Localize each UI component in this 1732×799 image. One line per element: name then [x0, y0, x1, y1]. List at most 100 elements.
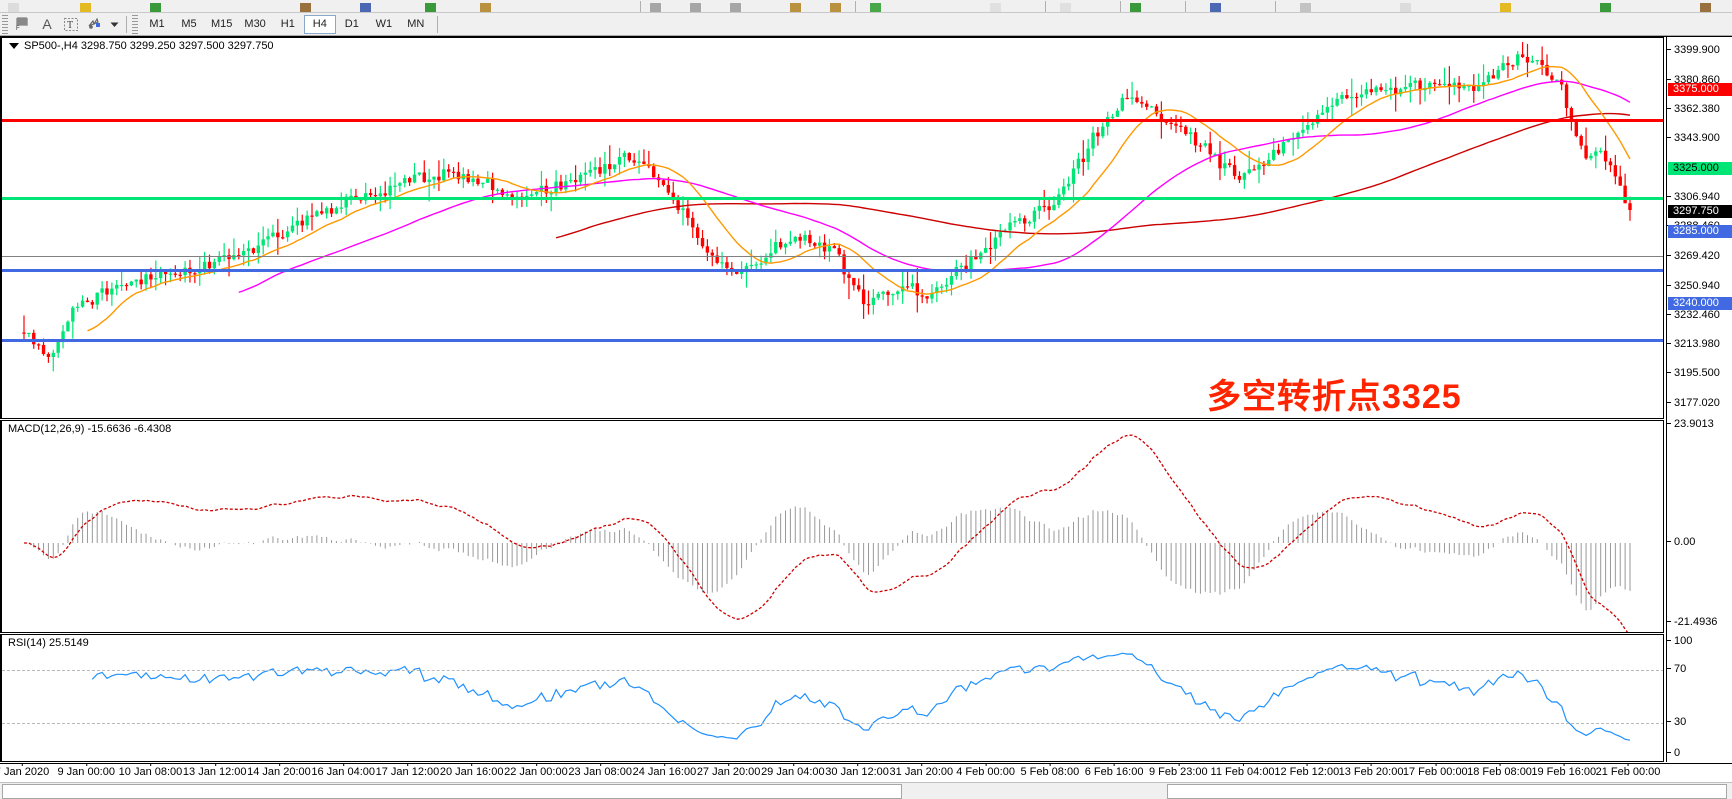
time-axis-tick: 6 Feb 16:00: [1084, 764, 1144, 778]
time-axis-tick: 29 Jan 04:00: [761, 764, 825, 778]
rsi-level-30: [2, 723, 1663, 724]
rsi-line: [91, 652, 1631, 741]
ma-mid-line: [238, 80, 1631, 294]
time-axis-tick: 9 Jan 00:00: [57, 764, 115, 778]
open-icon[interactable]: [1700, 3, 1711, 12]
chevron-down-icon[interactable]: [107, 14, 121, 35]
ma-slow-line: [555, 112, 1631, 239]
timeframe-button-m30[interactable]: M30: [238, 15, 271, 34]
timeframe-button-m1[interactable]: M1: [141, 15, 173, 34]
timeframe-group: M1 M5 M15 M30 H1 H4 D1 W1 MN: [141, 14, 432, 34]
macd-axis-tick: 23.9013: [1667, 418, 1732, 430]
price-axis-level-badge[interactable]: 3240.000: [1668, 296, 1732, 310]
timeframe-button-w1[interactable]: W1: [368, 15, 400, 34]
time-axis-tick: 24 Jan 16:00: [632, 764, 697, 778]
level-line-3375[interactable]: [2, 119, 1663, 122]
timeframe-button-d1[interactable]: D1: [336, 15, 368, 34]
time-axis-tick: 11 Feb 04:00: [1210, 764, 1275, 778]
toolbar-divider: [855, 1, 856, 12]
chart-menu-caret-icon[interactable]: [9, 43, 19, 49]
price-axis[interactable]: 3399.900 3380.860 3375.000 3362.380 3343.900…: [1666, 37, 1732, 762]
timeframe-grip[interactable]: [132, 14, 138, 34]
time-axis[interactable]: 7 Jan 2020 9 Jan 00:00 10 Jan 08:00 13 Jan …: [0, 763, 1732, 780]
toolbar-divider: [1120, 1, 1121, 12]
crosshair-icon[interactable]: F: [11, 14, 35, 35]
price-axis-level-badge[interactable]: 3285.000: [1668, 225, 1732, 239]
time-axis-tick: 12 Feb 12:00: [1274, 764, 1340, 778]
toolbar-secondary: [0, 0, 1732, 13]
time-axis-tick: 14 Jan 20:00: [247, 764, 311, 778]
grid-icon[interactable]: [990, 3, 1001, 12]
timeframe-button-h4[interactable]: H4: [303, 14, 336, 34]
new-chart-icon[interactable]: [8, 3, 19, 12]
price-axis-tick: 3232.460: [1667, 309, 1732, 321]
new-chart-icon[interactable]: [1600, 3, 1611, 12]
rsi-axis-tick: 100: [1667, 635, 1732, 647]
toolbar-grip[interactable]: [2, 14, 8, 34]
drawing-tools-icon[interactable]: [83, 14, 107, 35]
ohlc-icon[interactable]: [1060, 3, 1071, 12]
timeframe-button-m15[interactable]: M15: [205, 15, 238, 34]
terminal-icon[interactable]: [1300, 3, 1311, 12]
time-axis-tick: 23 Jan 08:00: [568, 764, 632, 778]
navigator-icon[interactable]: [1210, 3, 1221, 12]
time-axis-tick: 16 Jan 04:00: [311, 764, 375, 778]
time-axis-tick: 20 Jan 16:00: [439, 764, 504, 778]
templates-icon[interactable]: [870, 3, 881, 12]
chart-shift-icon[interactable]: [790, 3, 801, 12]
toolbar-divider-2: [436, 15, 438, 33]
chart-area[interactable]: 多空转折点3325 SP500-,H4 3298.750 3299.250 32…: [0, 36, 1732, 782]
symbol-header-text: SP500-,H4 3298.750 3299.250 3297.500 329…: [24, 40, 274, 52]
timeframe-button-m5[interactable]: M5: [173, 15, 205, 34]
time-axis-tick: 17 Jan 12:00: [375, 764, 440, 778]
price-series-canvas: [22, 42, 1632, 372]
price-panel[interactable]: 多空转折点3325 SP500-,H4 3298.750 3299.250 32…: [0, 37, 1664, 419]
save-icon[interactable]: [150, 3, 161, 12]
price-axis-tick: 3306.940: [1667, 191, 1732, 203]
svg-text:F: F: [16, 26, 20, 31]
strategy-tester-icon[interactable]: [1400, 3, 1411, 12]
text-tool-icon[interactable]: A: [35, 14, 59, 35]
level-line-3285[interactable]: [2, 269, 1663, 272]
time-axis-tick: 5 Feb 08:00: [1020, 764, 1080, 778]
rsi-panel[interactable]: RSI(14) 25.5149: [0, 634, 1664, 762]
level-line-3240[interactable]: [2, 339, 1663, 342]
options-icon[interactable]: [1500, 3, 1511, 12]
price-axis-tick: 3269.420: [1667, 250, 1732, 262]
time-axis-tick: 9 Feb 23:00: [1148, 764, 1208, 778]
toolbar-divider: [126, 15, 127, 33]
print-icon[interactable]: [300, 3, 311, 12]
macd-label: MACD(12,26,9) -15.6636 -6.4308: [7, 423, 173, 435]
rsi-axis-tick: 70: [1667, 663, 1732, 675]
price-axis-last-price[interactable]: 3297.750: [1668, 205, 1732, 219]
toolbar-divider: [1275, 1, 1276, 12]
candlestick-icon[interactable]: [425, 3, 436, 12]
toolbar-drawing: F A T M1 M5 M15 M30 H1 H4 D1 W1 MN: [0, 13, 1732, 36]
data-window-icon[interactable]: [1130, 3, 1141, 12]
timeframe-button-mn[interactable]: MN: [400, 15, 432, 34]
line-chart-icon[interactable]: [480, 3, 491, 12]
macd-panel[interactable]: MACD(12,26,9) -15.6636 -6.4308: [0, 420, 1664, 633]
rsi-axis-tick: 30: [1667, 716, 1732, 728]
price-axis-level-badge[interactable]: 3375.000: [1668, 82, 1732, 96]
timeframe-label: M15: [211, 18, 233, 30]
chart-annotation[interactable]: 多空转折点3325: [1207, 378, 1462, 416]
level-line-3325[interactable]: [2, 197, 1663, 200]
auto-scroll-icon[interactable]: [730, 3, 741, 12]
svg-text:T: T: [67, 20, 73, 31]
price-axis-tick: 3399.900: [1667, 44, 1732, 56]
symbol-header: SP500-,H4 3298.750 3299.250 3297.500 329…: [8, 40, 275, 52]
rsi-series-canvas: [91, 652, 1631, 741]
time-axis-tick: 30 Jan 12:00: [825, 764, 889, 778]
timeframe-button-h1[interactable]: H1: [272, 15, 304, 34]
zoom-out-icon[interactable]: [690, 3, 701, 12]
open-icon[interactable]: [80, 3, 91, 12]
level-line-3297[interactable]: [2, 256, 1663, 257]
time-axis-tick: 7 Jan 2020: [0, 764, 49, 778]
text-label-icon[interactable]: T: [59, 14, 83, 35]
indicators-icon[interactable]: [830, 3, 841, 12]
bar-chart-icon[interactable]: [360, 3, 371, 12]
timeframe-label: H4: [312, 18, 327, 30]
price-axis-level-badge[interactable]: 3325.000: [1668, 161, 1732, 175]
zoom-in-icon[interactable]: [650, 3, 661, 12]
